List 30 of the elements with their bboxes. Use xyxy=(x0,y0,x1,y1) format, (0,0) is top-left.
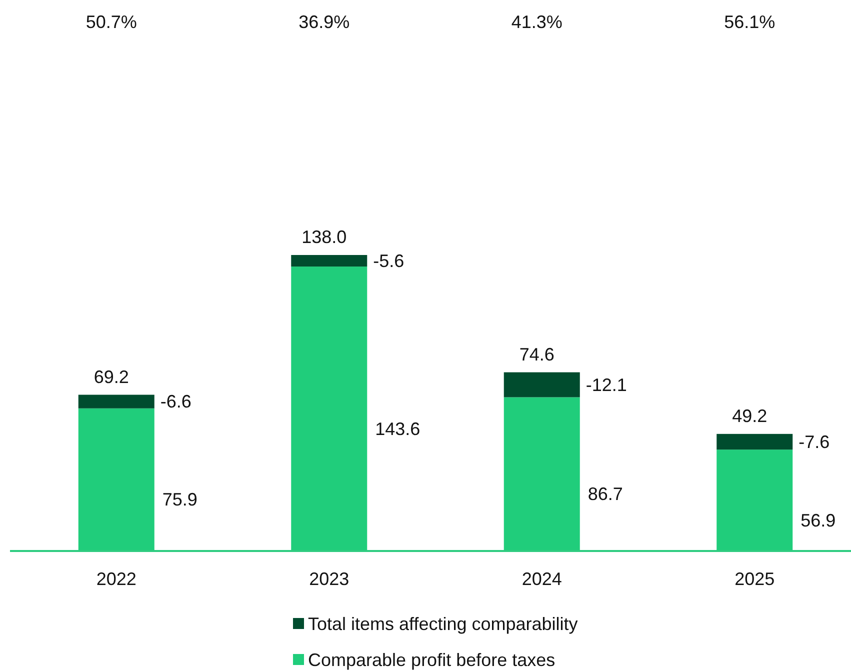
bar xyxy=(78,394,154,408)
bar xyxy=(504,372,580,398)
bar xyxy=(504,397,580,551)
annotation: -5.6 xyxy=(373,250,404,271)
total-label: 86.7 xyxy=(588,484,623,504)
legend-label: Total items affecting comparability xyxy=(308,614,578,634)
annotation: -6.6 xyxy=(160,392,192,412)
data-label: 49.2 xyxy=(732,406,768,426)
data-label: 138.0 xyxy=(302,227,347,247)
data-label: 74.6 xyxy=(519,344,554,364)
bar xyxy=(716,434,793,450)
total-label: 56.9 xyxy=(800,510,836,530)
legend-label: Comparable profit before taxes xyxy=(308,650,556,670)
bar xyxy=(291,255,368,267)
total-label: 75.9 xyxy=(162,490,198,510)
bar xyxy=(78,408,154,551)
annotation: -7.6 xyxy=(798,432,830,452)
text: 36.9% xyxy=(298,12,350,32)
total-label: 143.6 xyxy=(375,418,420,439)
bar xyxy=(716,450,793,551)
text: 56.1% xyxy=(724,12,776,32)
x-tick-label: 2024 xyxy=(522,569,562,589)
text: 50.7% xyxy=(86,12,137,32)
data-label: 69.2 xyxy=(94,366,129,387)
annotation: -12.1 xyxy=(586,374,627,395)
x-tick-label: 2025 xyxy=(734,569,775,589)
x-tick-label: 2023 xyxy=(309,569,350,589)
x-tick-label: 2022 xyxy=(96,569,136,589)
bar xyxy=(291,266,368,551)
text: 41.3% xyxy=(511,12,562,32)
